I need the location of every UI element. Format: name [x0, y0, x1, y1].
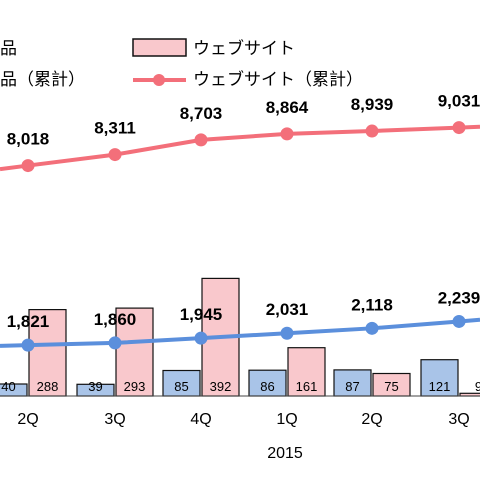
x-tick-labels: 2Q 3Q 4Q 1Q 2Q 3Q — [17, 411, 469, 428]
x-year-label: 2015 — [267, 445, 303, 462]
point-label-products-cumulative-1: 1,860 — [94, 310, 137, 329]
point-label-website-cumulative-0: 8,018 — [7, 130, 50, 149]
bar-label-products-3: 86 — [260, 379, 274, 394]
point-products-cumulative-3 — [280, 326, 294, 340]
point-label-products-cumulative-3: 2,031 — [266, 300, 309, 319]
point-website-cumulative-1 — [108, 148, 122, 162]
bar-label-products-4: 87 — [345, 379, 359, 394]
bars — [0, 277, 480, 397]
point-label-website-cumulative-3: 8,864 — [266, 98, 309, 117]
bar-website-0 — [28, 309, 67, 397]
bar-label-website-5: 9 — [475, 379, 480, 394]
bar-label-products-2: 85 — [174, 379, 188, 394]
point-label-website-cumulative-2: 8,703 — [180, 104, 223, 123]
legend-item-products: 品 — [0, 39, 17, 58]
legend-swatch-website-bar — [132, 38, 187, 57]
bar-label-products-0: 40 — [1, 379, 15, 394]
x-tick-0: 2Q — [17, 411, 38, 428]
bar-label-website-2: 392 — [210, 379, 232, 394]
point-website-cumulative-0 — [21, 159, 35, 173]
bar-website-3 — [287, 347, 326, 397]
point-label-website-cumulative-1: 8,311 — [94, 119, 136, 138]
x-tick-2: 4Q — [190, 411, 211, 428]
bar-label-website-4: 75 — [384, 379, 398, 394]
point-products-cumulative-5 — [452, 314, 466, 328]
point-products-cumulative-2 — [194, 331, 208, 345]
bar-products-5 — [420, 359, 459, 397]
point-label-products-cumulative-5: 2,239 — [438, 288, 480, 307]
bar-label-products-5: 121 — [429, 379, 451, 394]
point-label-products-cumulative-0: 1,821 — [7, 312, 50, 331]
point-products-cumulative-1 — [108, 336, 122, 350]
legend-item-website: ウェブサイト — [193, 38, 295, 58]
point-website-cumulative-3 — [280, 127, 294, 141]
value-labels: 40 39 85 86 87 121 288 293 392 161 75 9 1,821 1,860 1,… — [1, 92, 480, 394]
point-label-website-cumulative-4: 8,939 — [351, 95, 394, 114]
point-label-website-cumulative-5: 9,031 — [438, 92, 480, 111]
line-products-cumulative — [0, 317, 480, 348]
point-label-products-cumulative-2: 1,945 — [180, 305, 223, 324]
bar-label-website-0: 288 — [37, 379, 59, 394]
bar-label-products-1: 39 — [88, 379, 102, 394]
point-label-products-cumulative-4: 2,118 — [351, 295, 393, 314]
bar-products-2 — [162, 369, 201, 397]
bar-label-website-1: 293 — [124, 379, 146, 394]
bar-label-website-3: 161 — [296, 379, 318, 394]
point-products-cumulative-0 — [21, 338, 35, 352]
point-products-cumulative-4 — [365, 321, 379, 335]
lines — [0, 121, 480, 352]
legend-swatch-website-line-marker — [153, 74, 165, 86]
point-website-cumulative-4 — [365, 124, 379, 138]
x-tick-1: 3Q — [104, 411, 125, 428]
x-tick-4: 2Q — [361, 411, 382, 428]
bar-website-1 — [115, 307, 154, 397]
point-website-cumulative-2 — [194, 133, 208, 147]
legend-item-website-cumulative: ウェブサイト（累計） — [193, 69, 363, 89]
line-website-cumulative — [0, 124, 480, 172]
legend: 品 ウェブサイト 品（累計） ウェブサイト（累計） — [0, 38, 363, 89]
x-tick-5: 3Q — [448, 411, 469, 428]
point-website-cumulative-5 — [452, 121, 466, 135]
x-tick-3: 1Q — [276, 411, 297, 428]
legend-item-products-cumulative: 品（累計） — [0, 70, 85, 89]
